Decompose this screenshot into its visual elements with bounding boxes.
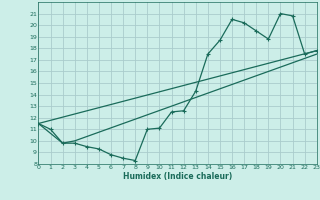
X-axis label: Humidex (Indice chaleur): Humidex (Indice chaleur): [123, 172, 232, 181]
